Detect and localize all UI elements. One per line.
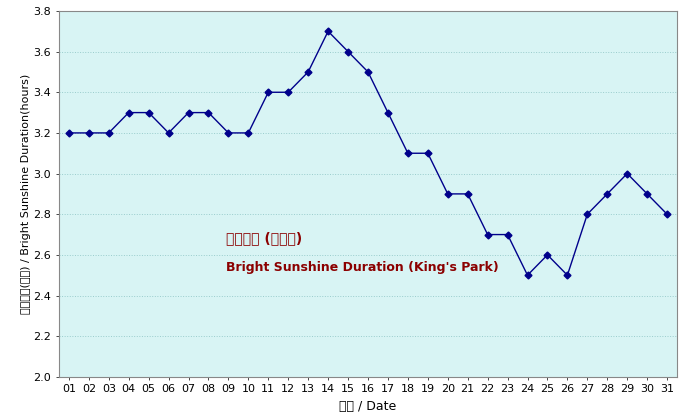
Text: 平均日照 (京士柏): 平均日照 (京士柏) [226,231,302,245]
Text: Bright Sunshine Duration (King's Park): Bright Sunshine Duration (King's Park) [226,260,499,273]
X-axis label: 日期 / Date: 日期 / Date [339,400,397,413]
Y-axis label: 平均日照(小時) / Bright Sunshine Duration(hours): 平均日照(小時) / Bright Sunshine Duration(hour… [21,74,31,314]
